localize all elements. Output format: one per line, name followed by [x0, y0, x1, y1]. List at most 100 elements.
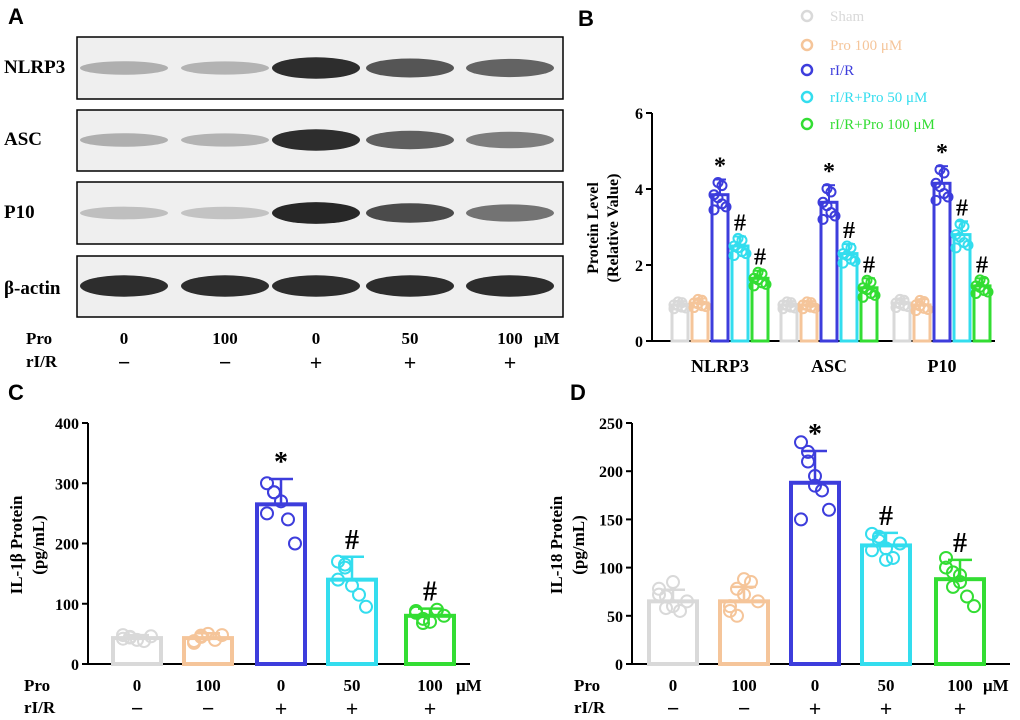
data-point: [872, 529, 886, 544]
significance-mark: *: [808, 419, 822, 450]
x-tick-label: NLRP3: [691, 356, 749, 376]
data-point: [708, 189, 720, 201]
rir-row-label: rI/R: [24, 698, 56, 717]
significance-mark: #: [879, 501, 893, 532]
legend-label: Sham: [830, 9, 865, 25]
panel-label-c: C: [8, 380, 24, 405]
data-point: [736, 246, 748, 258]
data-point: [288, 536, 302, 551]
pro-value: 0: [277, 676, 286, 695]
data-point: [930, 177, 942, 189]
y-tick-label: 150: [599, 512, 623, 529]
data-point: [946, 579, 960, 594]
significance-mark: *: [936, 140, 948, 166]
y-tick-label: 0: [635, 334, 643, 351]
blot-band: [466, 58, 554, 78]
data-point: [861, 274, 873, 286]
y-tick-label: 50: [607, 609, 623, 626]
data-point: [845, 253, 857, 265]
unit-label: μM: [983, 676, 1009, 695]
blot-band: [181, 206, 269, 220]
data-point: [730, 608, 744, 623]
data-point: [116, 628, 130, 643]
significance-mark: #: [976, 252, 988, 278]
data-point: [953, 575, 967, 590]
significance-mark: #: [843, 218, 855, 244]
pro-value: 0: [133, 676, 142, 695]
y-axis-label: (pg/mL): [29, 515, 48, 575]
panel-label-b: B: [578, 6, 594, 31]
chart-il1b: IL-1β Protein (pg/mL) Pro rI/R μM 0 100 20…: [7, 416, 482, 720]
bar: [647, 599, 699, 667]
blot-band: [181, 133, 269, 147]
data-point: [751, 594, 765, 609]
data-point: [950, 242, 962, 254]
pro-value: 0: [669, 676, 678, 695]
data-point: [817, 213, 829, 225]
blot-label-asc: ASC: [4, 129, 42, 150]
y-tick-label: 400: [55, 416, 79, 433]
y-axis-label: IL-1β Protein: [7, 495, 26, 594]
data-point: [260, 476, 274, 491]
data-point: [267, 485, 281, 500]
data-point: [939, 550, 953, 565]
rir-value: +: [275, 696, 288, 720]
y-axis-label: (Relative Value): [605, 174, 622, 283]
data-point: [652, 587, 666, 602]
y-tick-label: 2: [635, 258, 643, 275]
blot-label-beta-actin: β-actin: [4, 278, 61, 299]
legend-marker: [800, 117, 814, 131]
y-tick-label: 200: [55, 537, 79, 554]
legend-marker: [800, 9, 814, 23]
data-point: [744, 575, 758, 590]
data-point: [123, 630, 137, 645]
blot-band: [466, 275, 554, 297]
rir-value: −: [738, 696, 751, 720]
pro-value: 50: [344, 676, 361, 695]
pro-value: 0: [811, 676, 820, 695]
data-point: [939, 560, 953, 575]
data-point: [958, 237, 970, 249]
rir-value: +: [346, 696, 359, 720]
data-point: [974, 274, 986, 286]
blot-band: [272, 57, 360, 79]
blot-pro-value: 0: [120, 329, 129, 348]
data-point: [822, 502, 836, 517]
bar: [789, 480, 841, 666]
blot-label-p10: P10: [4, 202, 35, 223]
legend-marker: [800, 38, 814, 52]
blot-band: [366, 58, 454, 78]
pro-value: 50: [878, 676, 895, 695]
data-point: [815, 483, 829, 498]
blot-pro-value: 100: [497, 329, 523, 348]
western-blot-panel: NLRP3 ASC P10 β-actin Pro rI/R 0 100 0 5…: [4, 36, 564, 375]
data-point: [274, 494, 288, 509]
data-point: [187, 635, 201, 650]
data-point: [872, 533, 886, 548]
blot-band: [272, 275, 360, 297]
data-point: [821, 183, 833, 195]
legend-marker: [800, 63, 814, 77]
data-point: [409, 603, 423, 618]
data-point: [737, 572, 751, 587]
blot-band: [80, 133, 168, 147]
data-point: [423, 614, 437, 629]
rir-value: +: [954, 696, 967, 720]
blot-label-nlrp3: NLRP3: [4, 57, 65, 78]
blot-band: [366, 203, 454, 223]
data-point: [130, 632, 144, 647]
blot-rir-value: +: [310, 350, 323, 375]
blot-band: [366, 275, 454, 297]
legend: Sham Pro 100 μM rI/R rI/R+Pro 50 μM rI/R…: [830, 9, 935, 133]
data-point: [938, 188, 950, 200]
data-point: [893, 536, 907, 551]
data-point: [359, 599, 373, 614]
data-point: [712, 177, 724, 189]
data-point: [934, 164, 946, 176]
rir-row-label: rI/R: [574, 698, 606, 717]
blot-pro-value: 50: [402, 329, 419, 348]
pro-value: 100: [947, 676, 973, 695]
blot-rir-value: +: [404, 350, 417, 375]
data-point: [416, 611, 430, 626]
pro-row-label: Pro: [24, 676, 50, 695]
